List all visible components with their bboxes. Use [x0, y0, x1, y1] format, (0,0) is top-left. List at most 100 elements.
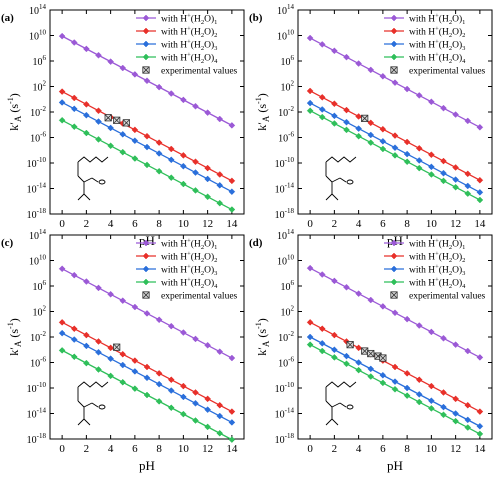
- panel-1: (b) 0 2 4 6 8 10 12 14 10-18 10-14 10-10 10-6 10-2 102…: [249, 3, 493, 248]
- series-1-point: [131, 357, 139, 364]
- x-tick-label: 10: [178, 218, 190, 230]
- legend-marker: [142, 239, 150, 247]
- series-1-point: [167, 145, 175, 153]
- series-2-point: [204, 175, 211, 183]
- x-axis-label: pH: [139, 458, 155, 473]
- x-axis-label: pH: [387, 458, 403, 473]
- series-2-point: [180, 162, 187, 170]
- legend-label: with H+(H2O)4: [161, 277, 218, 291]
- legend-marker: [390, 40, 398, 48]
- legend-experimental-marker: [142, 66, 150, 74]
- experimental-point: [122, 119, 130, 127]
- y-tick-label: 10-2: [278, 330, 294, 344]
- y-tick-label: 10-14: [275, 407, 295, 421]
- y-tick-label: 10-14: [27, 182, 47, 196]
- series-3-point: [167, 404, 175, 412]
- series-2-point: [391, 144, 399, 152]
- series-3-point: [343, 126, 350, 134]
- series-2-point: [107, 124, 114, 132]
- series-2-point: [452, 176, 459, 183]
- series-0-point: [131, 71, 139, 78]
- series-0-point: [192, 102, 199, 110]
- legend-marker: [142, 252, 150, 260]
- series-2-point: [107, 355, 114, 363]
- series-3-point: [440, 177, 447, 185]
- y-tick-label: 1014: [29, 228, 47, 242]
- series-2-point: [167, 156, 175, 164]
- legend-label: with H+(H2O)4: [409, 277, 466, 291]
- experimental-point: [113, 116, 121, 124]
- legend-experimental-marker: [142, 291, 150, 299]
- legend-marker: [142, 27, 150, 35]
- molecule-structure-icon: [77, 156, 109, 201]
- series-2-point: [306, 99, 314, 107]
- series-2-point: [367, 365, 375, 373]
- x-tick-label: 6: [380, 443, 386, 455]
- y-tick-label: 106: [281, 54, 295, 68]
- series-3-point: [428, 405, 435, 412]
- y-tick-label: 1010: [29, 29, 47, 43]
- series-0-point: [403, 85, 411, 93]
- series-3-point: [216, 199, 224, 207]
- series-2-point: [379, 137, 387, 145]
- series-3-point: [192, 417, 199, 424]
- x-tick-label: 4: [108, 218, 114, 230]
- series-1-point: [216, 171, 224, 178]
- series-3-point: [379, 379, 387, 387]
- series-0-point: [228, 354, 236, 362]
- series-2-point: [428, 163, 435, 171]
- series-3-point: [367, 139, 375, 146]
- y-tick-label: 102: [33, 305, 47, 319]
- experimental-point: [361, 347, 369, 355]
- series-3-point: [131, 385, 139, 392]
- series-3-point: [415, 164, 423, 172]
- series-0-point: [58, 32, 66, 40]
- series-3-point: [192, 187, 199, 194]
- y-tick-label: 10-6: [278, 131, 294, 145]
- series-1-point: [452, 395, 459, 403]
- legend-experimental-marker: [390, 291, 398, 299]
- y-tick-label: 106: [281, 279, 295, 293]
- molecule-structure-icon: [325, 381, 357, 426]
- y-tick-label: 106: [33, 279, 47, 293]
- series-1-point: [70, 325, 78, 333]
- series-3-point: [355, 132, 362, 140]
- series-0-point: [204, 109, 211, 116]
- y-tick-label: 10-18: [275, 207, 295, 221]
- series-1-point: [83, 100, 90, 108]
- series-1-point: [415, 144, 423, 152]
- series-2-point: [216, 181, 224, 189]
- series-3-point: [331, 120, 338, 127]
- series-0-point: [318, 41, 326, 48]
- series-2-point: [476, 188, 484, 196]
- legend-marker: [390, 14, 398, 22]
- series-1-point: [107, 344, 114, 352]
- series-3-point: [70, 353, 78, 361]
- y-tick-label: 1010: [277, 254, 295, 268]
- series-1-point: [204, 395, 211, 403]
- molecule-structure-icon: [325, 156, 357, 201]
- series-1-point: [367, 119, 375, 127]
- series-0-point: [440, 334, 447, 342]
- series-0-point: [180, 96, 187, 104]
- series-1-point: [216, 401, 224, 409]
- x-tick-label: 0: [307, 218, 313, 230]
- series-2-point: [464, 416, 472, 424]
- legend-label: with H+(H2O)2: [409, 26, 465, 40]
- series-2-point: [318, 106, 326, 113]
- legend-experimental-marker: [390, 66, 398, 74]
- series-1-point: [167, 376, 175, 384]
- series-3-point: [464, 190, 472, 197]
- x-axis-label: pH: [139, 233, 155, 248]
- series-3-point: [155, 398, 163, 405]
- y-tick-label: 10-6: [30, 131, 46, 145]
- series-0-point: [440, 104, 447, 112]
- series-2-point: [95, 348, 102, 356]
- series-2-point: [355, 125, 362, 132]
- series-1-point: [192, 158, 199, 166]
- series-3-point: [391, 385, 399, 393]
- series-0-point: [452, 341, 459, 349]
- panel-label: (d): [249, 237, 263, 249]
- series-1-point: [391, 132, 399, 139]
- series-3-point: [331, 354, 338, 361]
